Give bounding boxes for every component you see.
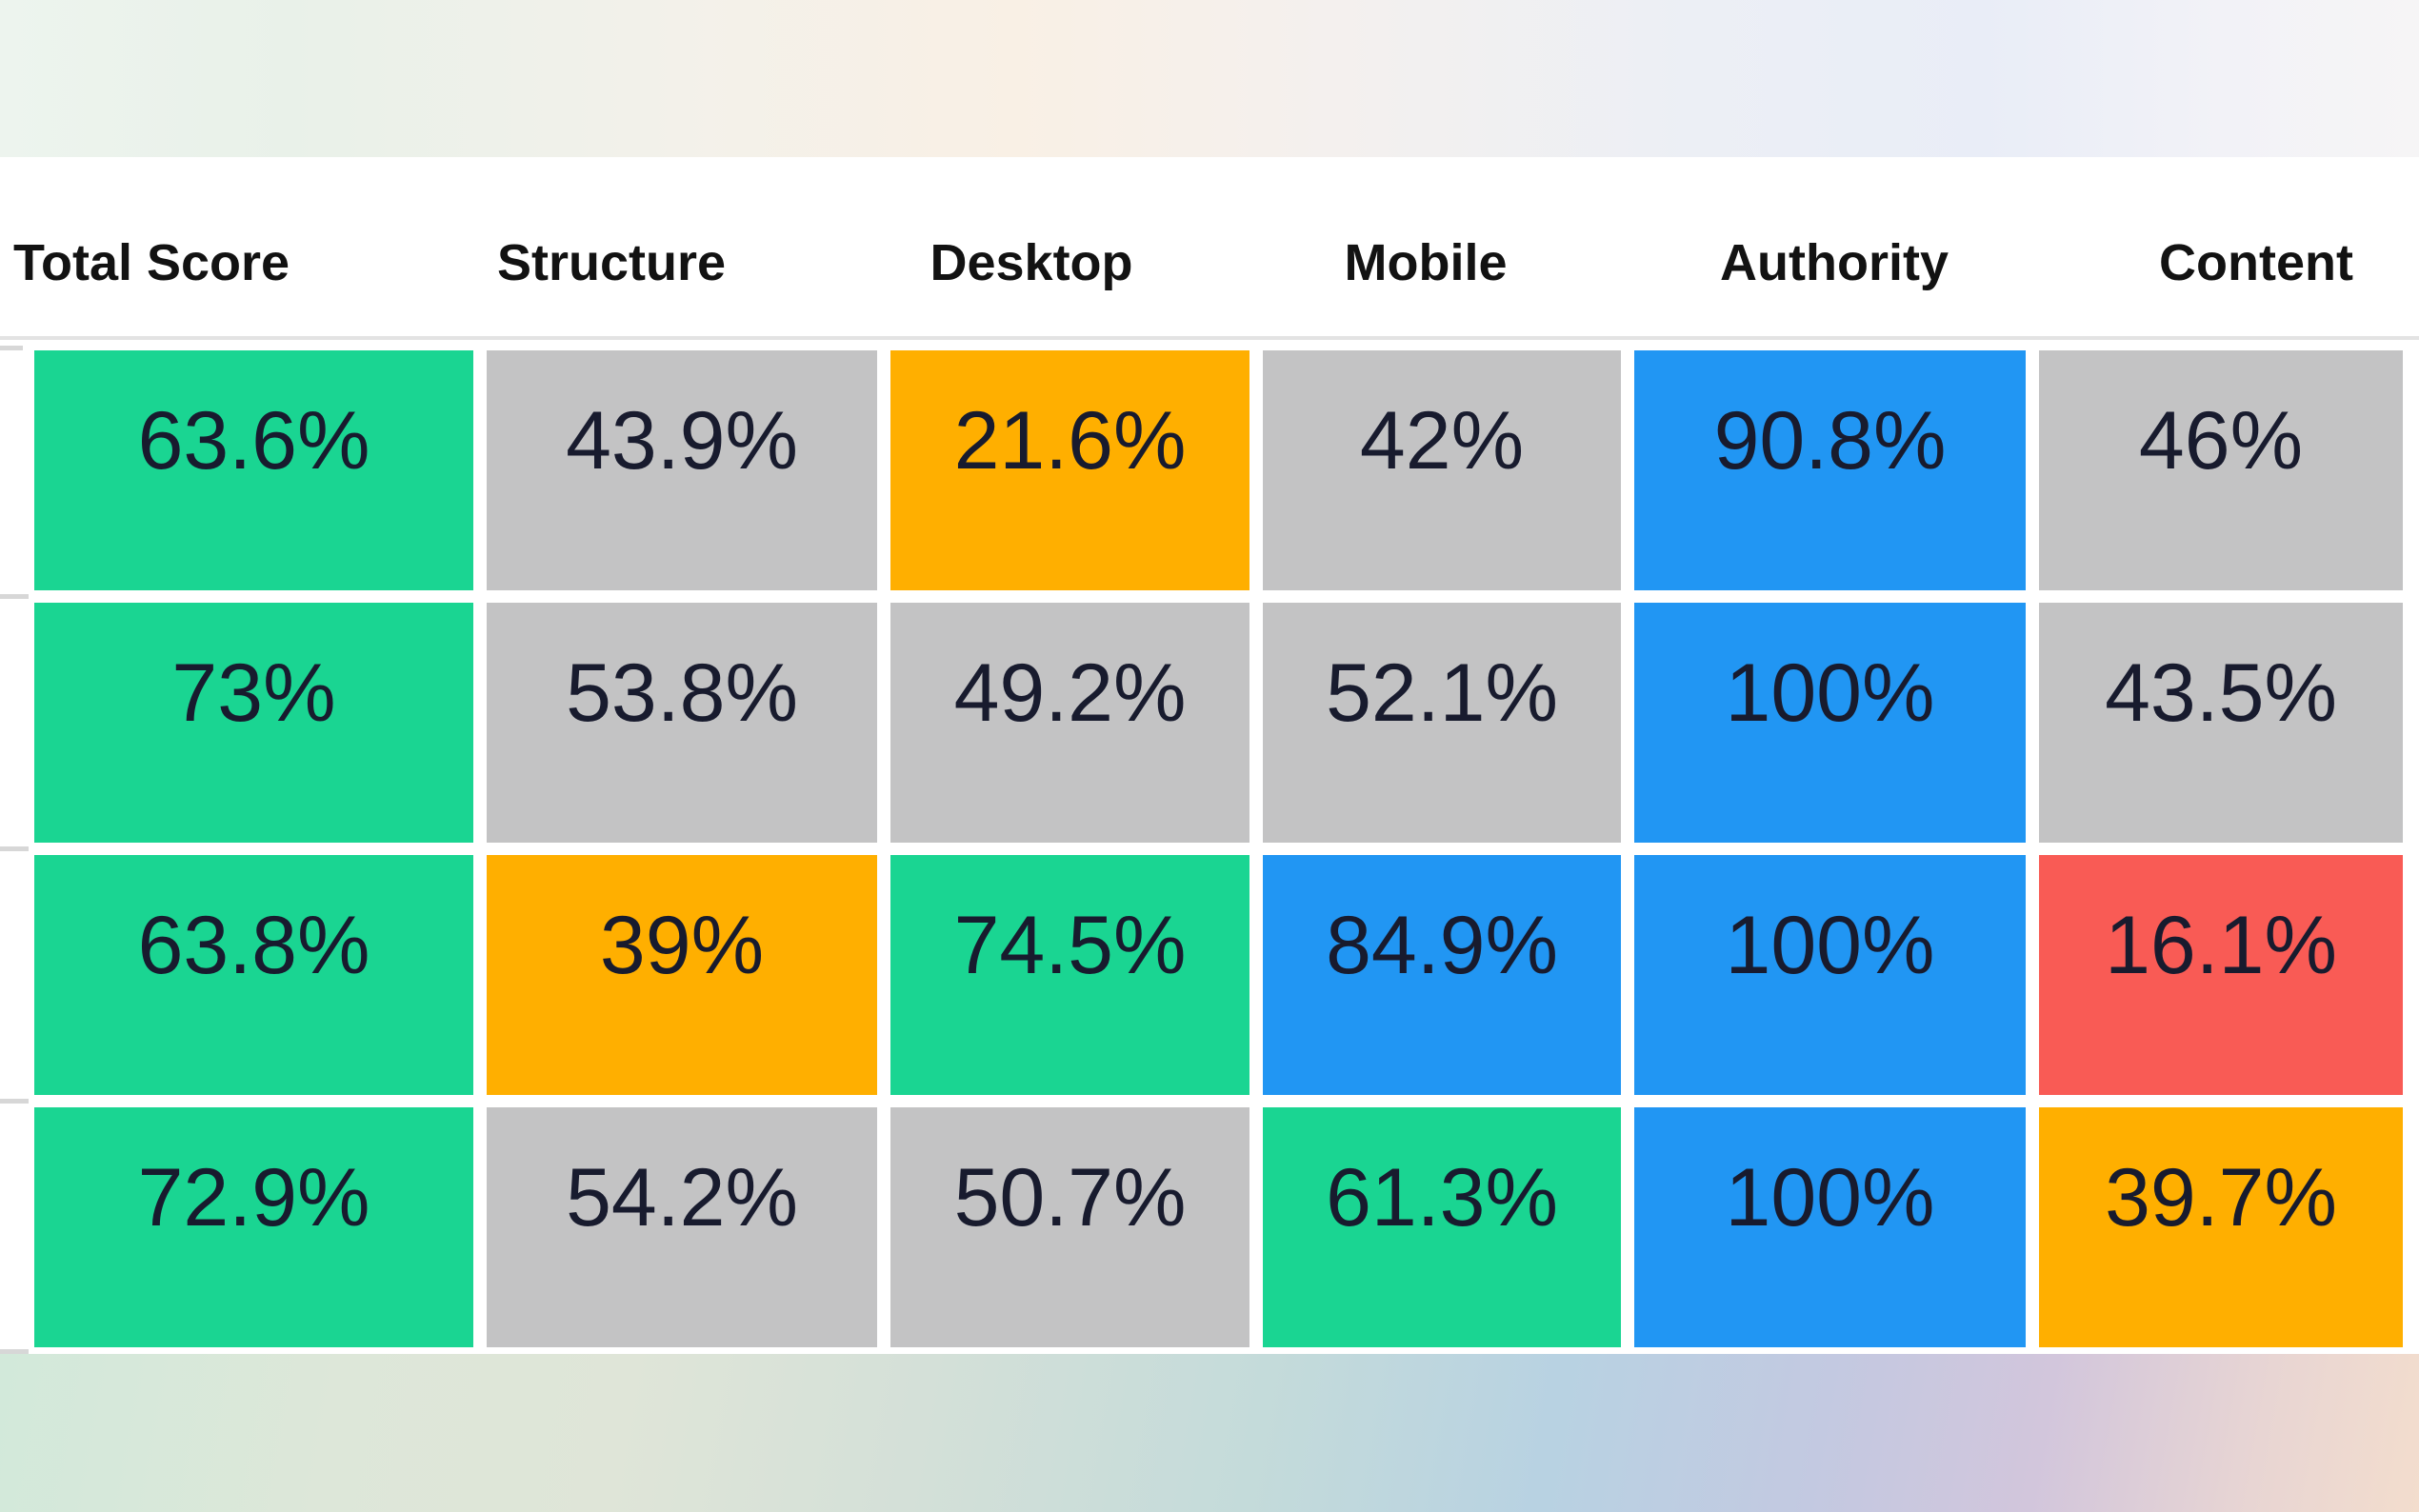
score-cell-row2-structure: 53.8%: [487, 603, 877, 843]
score-cell-row2-authority: 100%: [1634, 603, 2026, 843]
column-header-mobile: Mobile: [1344, 234, 1508, 291]
score-cell-row3-authority: 100%: [1634, 855, 2026, 1095]
column-header-structure: Structure: [496, 234, 727, 291]
score-cell-row4-content: 39.7%: [2039, 1107, 2403, 1347]
score-cell-row4-total-score: 72.9%: [34, 1107, 473, 1347]
left-gutter-cell-border: [0, 594, 29, 599]
score-cell-row3-total-score: 63.8%: [34, 855, 473, 1095]
column-header-authority: Authority: [1720, 234, 1949, 291]
score-cell-row4-authority: 100%: [1634, 1107, 2026, 1347]
score-cell-row1-desktop: 21.6%: [890, 350, 1249, 590]
left-gutter-cell-border: [0, 346, 23, 350]
score-cell-row2-content: 43.5%: [2039, 603, 2403, 843]
score-cell-row3-structure: 39%: [487, 855, 877, 1095]
bottom-gradient-band: [0, 1354, 2419, 1512]
score-cell-row1-authority: 90.8%: [1634, 350, 2026, 590]
score-cell-row1-content: 46%: [2039, 350, 2403, 590]
score-cell-row4-structure: 54.2%: [487, 1107, 877, 1347]
top-gradient-band: [0, 0, 2419, 157]
score-cell-row4-mobile: 61.3%: [1263, 1107, 1621, 1347]
column-header-total-score: Total Score: [13, 234, 290, 291]
left-gutter-cell-border: [0, 1349, 29, 1354]
score-grid: 63.6% 43.9% 21.6% 42% 90.8% 46% 73% 53.8% 49.2% 5…: [34, 350, 2403, 1347]
score-cell-row2-total-score: 73%: [34, 603, 473, 843]
left-gutter-cell-border: [0, 1099, 29, 1104]
score-cell-row2-desktop: 49.2%: [890, 603, 1249, 843]
score-cell-row3-desktop: 74.5%: [890, 855, 1249, 1095]
score-cell-row4-desktop: 50.7%: [890, 1107, 1249, 1347]
header-separator-line: [0, 336, 2419, 340]
score-cell-row3-content: 16.1%: [2039, 855, 2403, 1095]
left-gutter-cell-border: [0, 846, 29, 851]
score-cell-row1-structure: 43.9%: [487, 350, 877, 590]
score-cell-row1-total-score: 63.6%: [34, 350, 473, 590]
score-cell-row1-mobile: 42%: [1263, 350, 1621, 590]
column-header-content: Content: [2159, 234, 2353, 291]
score-cell-row2-mobile: 52.1%: [1263, 603, 1621, 843]
column-header-desktop: Desktop: [930, 234, 1133, 291]
score-cell-row3-mobile: 84.9%: [1263, 855, 1621, 1095]
